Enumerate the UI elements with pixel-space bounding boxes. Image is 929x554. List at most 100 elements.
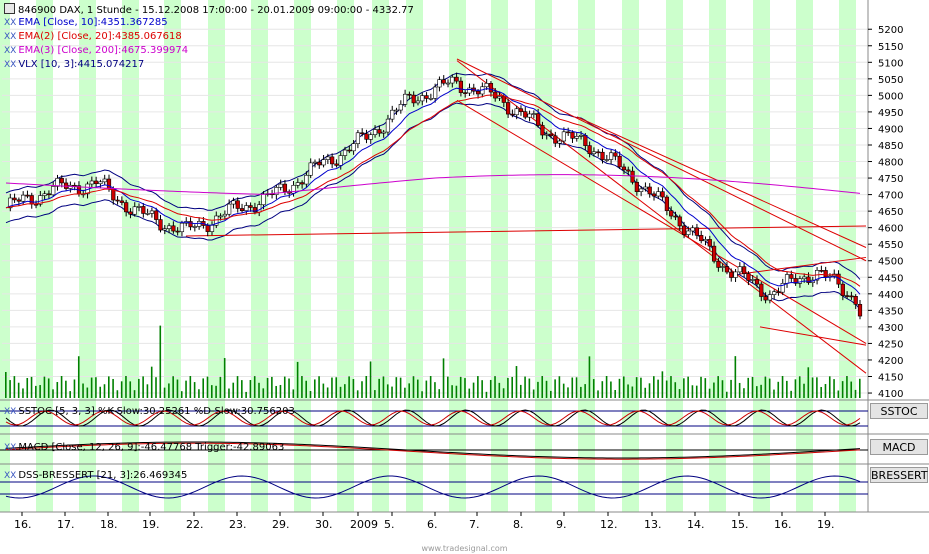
volume-bar — [532, 389, 535, 398]
legend-ema20[interactable]: XX EMA(2) [Close, 20]:4385.067618 — [4, 31, 182, 43]
candle-body — [724, 266, 730, 273]
volume-bar — [816, 377, 818, 398]
candle-body — [25, 194, 30, 197]
volume-bar — [65, 380, 67, 398]
candle-body — [840, 283, 845, 296]
candle-body — [467, 87, 472, 94]
candle-body — [454, 76, 459, 82]
volume-bar — [713, 382, 715, 398]
volume-bar — [185, 380, 187, 398]
volume-bar — [687, 376, 689, 398]
price-tick-label: 5100 — [878, 58, 903, 69]
session-bands — [0, 0, 856, 512]
oscillator-panels — [0, 409, 868, 499]
volume-bar — [309, 390, 312, 398]
candle-body — [102, 178, 107, 183]
ema200-line — [5, 174, 861, 195]
volume-bar — [498, 382, 501, 398]
legend-ema200[interactable]: XX EMA(3) [Close, 200]:4675.399974 — [4, 45, 188, 57]
volume-bar — [258, 382, 260, 398]
session-band — [164, 0, 181, 512]
volume-bar — [704, 378, 707, 398]
volume-bar — [43, 376, 46, 398]
candle-body — [89, 180, 94, 185]
legend-toggle-icon[interactable]: XX — [4, 46, 17, 56]
dss-legend[interactable]: XX DSS-BRESSERT [21, 3]:26.469345 — [4, 470, 187, 482]
legend-toggle-icon[interactable]: XX — [4, 60, 17, 70]
session-band — [796, 0, 813, 512]
legend-toggle-icon[interactable]: XX — [4, 407, 17, 417]
legend-ema10[interactable]: XX EMA [Close, 10]:4351.367285 — [4, 17, 168, 29]
price-tick-label: 4150 — [878, 373, 903, 384]
volume-bar — [129, 381, 132, 398]
volume-bar — [296, 361, 299, 398]
volume-bar — [824, 384, 827, 398]
volume-bar — [82, 383, 84, 398]
candle-body — [308, 162, 313, 176]
candle-body — [587, 145, 592, 155]
volume-bar — [567, 387, 569, 398]
candle-body — [342, 149, 348, 156]
candle-body — [98, 181, 103, 185]
volume-bar — [747, 377, 750, 398]
trend-line — [185, 225, 867, 237]
candle-body — [690, 227, 695, 232]
candle-body — [566, 131, 571, 134]
candle-body — [802, 276, 807, 280]
legend-toggle-icon[interactable]: XX — [4, 18, 17, 28]
volume-bar — [425, 380, 428, 398]
candle-body — [355, 132, 360, 144]
sstoc-panel-tag[interactable]: SSTOC — [870, 403, 928, 419]
candle-body — [59, 178, 64, 184]
legend-vlx[interactable]: XX VLX [10, 3]:4415.074217 — [4, 59, 144, 71]
volume-bar — [292, 389, 295, 398]
macd-panel-tag[interactable]: MACD — [870, 439, 928, 455]
candle-body — [282, 183, 288, 192]
volume-bar — [605, 376, 608, 398]
legend-toggle-icon[interactable]: XX — [4, 32, 17, 42]
candle-body — [626, 169, 631, 172]
legend-toggle-icon[interactable]: XX — [4, 471, 17, 481]
candle-body — [218, 215, 223, 218]
volume-bar — [77, 356, 80, 398]
candle-body — [746, 273, 751, 281]
candle-body — [136, 206, 142, 208]
candle-body — [124, 202, 129, 213]
volume-bar — [39, 385, 41, 398]
symbol-box-icon — [4, 3, 15, 14]
date-tick-label: 29. — [272, 518, 290, 531]
volume-bar — [803, 383, 805, 398]
candle-body — [664, 196, 669, 211]
ema20-line — [5, 94, 861, 287]
candle-body — [849, 295, 854, 298]
volume-bars — [5, 325, 861, 398]
price-tick-label: 5150 — [878, 42, 903, 53]
candle-body — [677, 216, 682, 227]
dss-panel-tag[interactable]: BRESSERT — [870, 467, 928, 483]
volume-bar — [777, 381, 780, 398]
candle-body — [188, 221, 193, 228]
legend-toggle-icon[interactable]: XX — [4, 443, 17, 453]
volume-bar — [35, 385, 37, 398]
sstoc-legend[interactable]: XX SSTOC [5, 3, 3] %K-Slow:30.25261 %D-Sl… — [4, 406, 295, 418]
candle-body — [360, 132, 365, 135]
candle-body — [175, 230, 180, 233]
volume-bar — [378, 378, 380, 398]
volume-bar — [833, 379, 835, 398]
chart-title: 846900 DAX, 1 Stunde - 15.12.2008 17:00:… — [4, 3, 414, 16]
candle-body — [553, 135, 558, 144]
macd-legend[interactable]: XX MACD [Close, 12, 26, 9]:-46.47768 Trig… — [4, 442, 284, 454]
session-band — [294, 0, 311, 512]
candle-body — [239, 208, 245, 211]
date-tick-label: 17. — [57, 518, 75, 531]
volume-bar — [622, 376, 625, 398]
candle-body — [21, 194, 26, 202]
volume-bar — [305, 380, 308, 398]
volume-bar — [468, 388, 471, 398]
candle-body — [437, 79, 442, 88]
candle-body — [51, 186, 56, 196]
candle-body — [763, 296, 768, 301]
volume-bar — [17, 382, 20, 398]
candle-body — [540, 125, 545, 136]
volume-bar — [451, 385, 453, 398]
